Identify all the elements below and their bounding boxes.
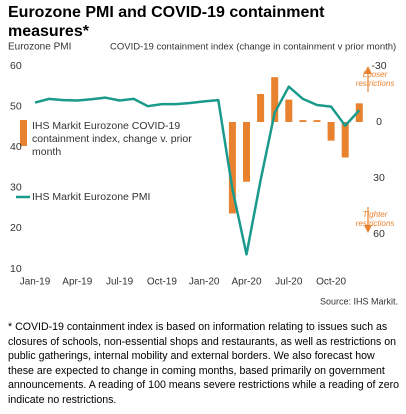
x-tick-label: Apr-19 [62, 277, 92, 288]
arrowhead [364, 66, 372, 74]
bar [355, 103, 363, 122]
y-tick-label: 50 [10, 100, 22, 112]
x-tick-label: Apr-20 [231, 277, 261, 288]
bar [327, 122, 335, 141]
x-tick-label: Jul-19 [106, 277, 134, 288]
x-tick-label: Oct-19 [147, 277, 177, 288]
footnote: * COVID-19 containment index is based on… [8, 321, 400, 406]
y-axis-label: Eurozone PMI [8, 42, 71, 53]
y2-tick-label: 60 [373, 228, 385, 240]
line [34, 85, 361, 256]
annotation: restrictions [356, 219, 395, 228]
bar [341, 122, 349, 158]
chart: Eurozone PMI COVID-19 containment index … [8, 42, 398, 307]
y-tick-label: 10 [10, 263, 22, 275]
bar [271, 77, 279, 122]
legend-label: IHS Markit Eurozone COVID-19 containment… [32, 120, 200, 159]
bar [228, 122, 236, 214]
bar [313, 120, 321, 122]
y2-tick-label: 30 [373, 172, 385, 184]
y2-axis-label: COVID-19 containment index (change in co… [110, 42, 396, 53]
x-tick-label: Jul-20 [275, 277, 303, 288]
bar [299, 120, 307, 122]
chart-title: Eurozone PMI and COVID-19 containment me… [8, 4, 325, 40]
annotation: restrictions [356, 79, 395, 88]
annotation: Looser [363, 70, 388, 79]
y-tick-label: 30 [10, 182, 22, 194]
legend-swatch [20, 120, 27, 146]
arrowhead [364, 225, 372, 233]
x-tick-label: Oct-20 [316, 277, 346, 288]
x-tick-label: Jan-19 [20, 277, 51, 288]
bar [243, 122, 250, 182]
annotation: Tighter [363, 210, 388, 219]
y2-tick-label: 0 [376, 116, 382, 128]
y-tick-label: 20 [10, 222, 22, 234]
y-tick-label: 60 [10, 60, 22, 72]
y2-tick-label: -30 [371, 60, 386, 72]
legend-label: IHS Markit Eurozone PMI [32, 191, 200, 204]
x-tick-label: Jan-20 [189, 277, 220, 288]
bar [257, 94, 265, 122]
y-tick-label: 40 [10, 141, 22, 153]
bar [285, 99, 293, 122]
source: Source: IHS Markit. [320, 296, 398, 306]
